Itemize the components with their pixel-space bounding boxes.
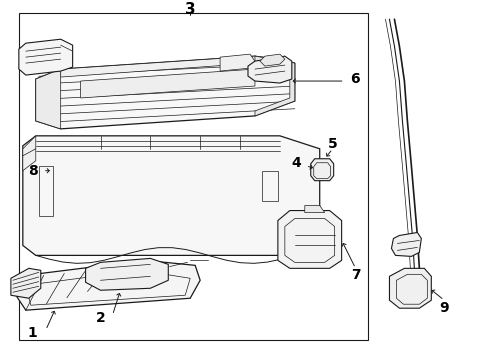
Text: 1: 1 bbox=[28, 326, 38, 340]
Circle shape bbox=[65, 54, 73, 62]
Polygon shape bbox=[311, 159, 334, 181]
Polygon shape bbox=[392, 233, 421, 256]
Text: 9: 9 bbox=[440, 301, 449, 315]
Polygon shape bbox=[81, 69, 255, 98]
Polygon shape bbox=[390, 268, 431, 308]
Polygon shape bbox=[23, 136, 36, 171]
Polygon shape bbox=[36, 69, 61, 129]
Polygon shape bbox=[61, 56, 285, 77]
Text: 7: 7 bbox=[351, 268, 361, 282]
Polygon shape bbox=[278, 211, 342, 268]
Polygon shape bbox=[16, 260, 200, 310]
Polygon shape bbox=[86, 258, 168, 290]
Text: 4: 4 bbox=[291, 156, 301, 170]
Polygon shape bbox=[220, 54, 255, 71]
Polygon shape bbox=[248, 56, 292, 83]
Polygon shape bbox=[255, 56, 295, 116]
Bar bbox=[19, 13, 368, 340]
Polygon shape bbox=[19, 39, 73, 75]
Text: 8: 8 bbox=[28, 164, 38, 178]
Polygon shape bbox=[305, 206, 325, 212]
Polygon shape bbox=[36, 56, 295, 129]
Text: 6: 6 bbox=[350, 72, 359, 86]
Polygon shape bbox=[260, 54, 285, 66]
Text: 3: 3 bbox=[185, 2, 196, 17]
Polygon shape bbox=[23, 136, 319, 255]
Polygon shape bbox=[11, 268, 41, 298]
Text: 2: 2 bbox=[96, 311, 105, 325]
Text: 5: 5 bbox=[328, 137, 338, 151]
